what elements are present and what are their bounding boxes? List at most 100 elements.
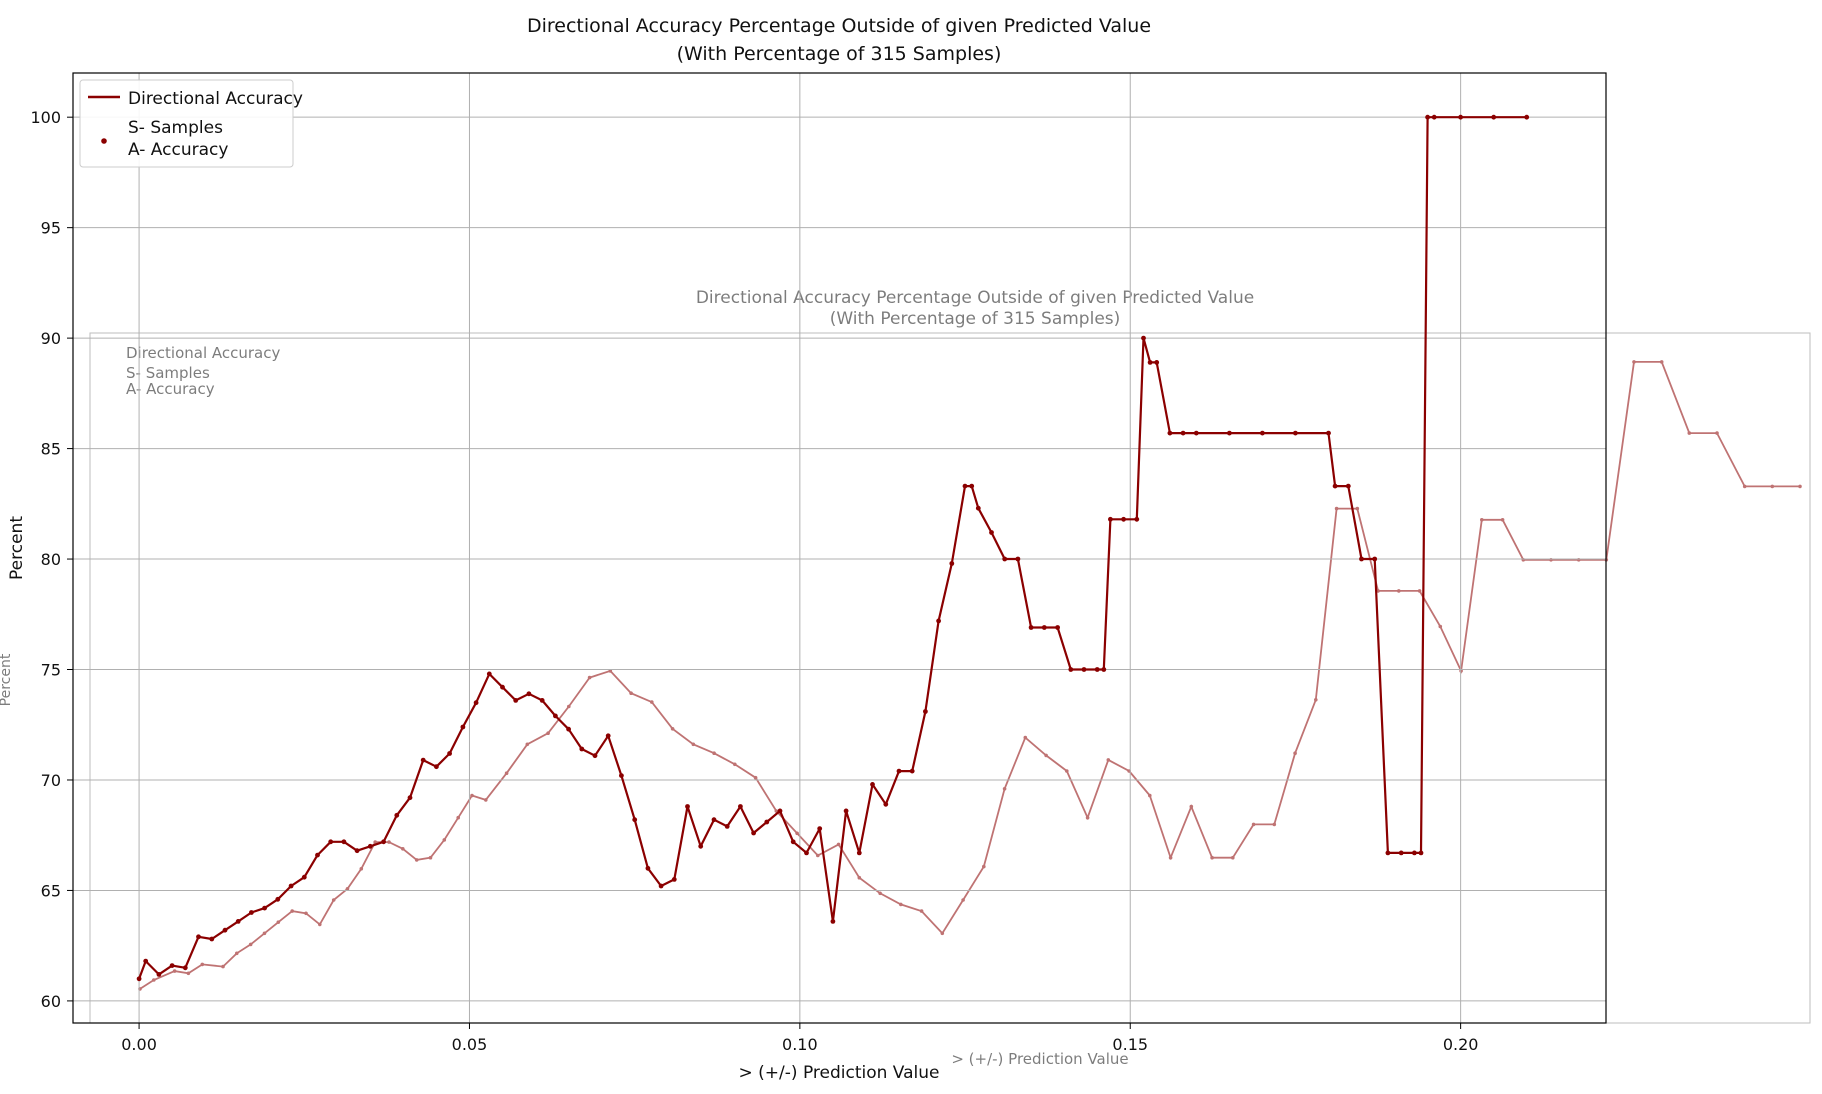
ghost-data-point [1500, 518, 1505, 522]
data-point [949, 561, 955, 566]
legend-label: Directional Accuracy [128, 89, 303, 109]
data-point [1372, 556, 1378, 562]
ghost-data-point [629, 691, 633, 695]
ghost-data-point [484, 798, 488, 802]
ghost-data-point [221, 964, 225, 969]
data-point [182, 965, 188, 971]
y-tick-label: 80 [41, 550, 61, 569]
data-point [354, 848, 360, 854]
ghost-data-point [899, 902, 903, 907]
data-point [671, 877, 677, 882]
ghost-data-point [1438, 624, 1443, 629]
y-tick-label: 85 [41, 440, 61, 459]
data-point [1431, 114, 1437, 120]
data-point [1015, 556, 1021, 562]
ghost-data-point [1715, 431, 1719, 435]
ghost-data-point [1293, 751, 1297, 755]
ghost-data-point [733, 762, 737, 767]
data-point [975, 505, 981, 511]
ghost-data-point [961, 898, 965, 902]
ghost-data-point [1742, 484, 1747, 489]
ghost-data-point [1417, 589, 1422, 593]
ghost-data-point [670, 727, 675, 731]
ghost-data-point [1334, 506, 1339, 511]
data-point [619, 773, 624, 778]
x-tick-label: 0.00 [121, 1035, 157, 1054]
series-line-directional-accuracy [138, 116, 1527, 980]
ghost-data-point [373, 840, 378, 844]
data-point [1028, 625, 1034, 630]
data-point [1101, 667, 1107, 672]
data-point [235, 919, 241, 924]
data-point [969, 483, 975, 489]
data-point [196, 934, 201, 940]
data-point [143, 958, 149, 964]
data-point [1108, 516, 1113, 522]
data-point [1227, 430, 1232, 436]
data-point [513, 698, 519, 703]
data-point [1055, 625, 1060, 630]
x-tick-label: 0.15 [1112, 1035, 1148, 1054]
data-point [262, 905, 267, 911]
y-axis-label: Percent [7, 516, 27, 580]
data-point [1345, 483, 1351, 489]
ghost-data-point [1251, 822, 1256, 827]
data-point [1121, 516, 1126, 522]
data-point [698, 843, 704, 849]
legend-label: S- Samples [128, 118, 223, 138]
ghost-subtitle: (With Percentage of 315 Samples) [830, 309, 1121, 329]
ghost-overlay: Directional Accuracy Percentage Outside … [0, 288, 1811, 1068]
data-point [486, 671, 492, 677]
ghost-data-point [691, 742, 696, 747]
data-point [738, 804, 743, 809]
ghost-data-point [1659, 360, 1664, 364]
y-tick-label: 65 [41, 881, 61, 900]
ghost-data-point [1148, 793, 1152, 798]
chart-subtitle: (With Percentage of 315 Samples) [677, 43, 1002, 65]
data-point [1134, 516, 1140, 522]
data-point [1094, 667, 1100, 672]
ghost-data-point [1085, 815, 1090, 820]
ghost-data-point [304, 911, 308, 916]
ghost-data-point [587, 675, 592, 680]
y-axis: 60 65 70 75 80 85 90 95 100 [30, 108, 73, 1011]
data-point [830, 919, 836, 924]
ghost-x-axis-label: > (+/-) Prediction Value [951, 1050, 1128, 1068]
ghost-data-point [1397, 589, 1401, 593]
ghost-data-point [1168, 855, 1173, 860]
data-point [169, 963, 175, 968]
data-point [579, 746, 585, 752]
ghost-data-point [816, 853, 820, 858]
ghost-data-point [318, 922, 322, 927]
x-axis: 0.00 0.05 0.10 0.15 0.20 [121, 1023, 1478, 1054]
data-point [407, 795, 413, 801]
ghost-title: Directional Accuracy Percentage Outside … [696, 288, 1254, 308]
ghost-legend-item: Directional Accuracy [126, 344, 280, 362]
ghost-data-point [504, 771, 509, 775]
ghost-data-point [262, 931, 267, 936]
data-point [1141, 335, 1146, 341]
ghost-data-point [456, 815, 461, 820]
x-tick-label: 0.10 [782, 1035, 818, 1054]
y-tick-label: 95 [41, 219, 61, 238]
ghost-data-point [414, 858, 419, 862]
data-point [804, 850, 809, 856]
ghost-data-point [152, 978, 156, 982]
data-point [724, 824, 730, 829]
ghost-data-point [525, 742, 530, 747]
data-point [447, 751, 452, 756]
legend-point-swatch [101, 138, 107, 144]
data-point [473, 700, 479, 706]
data-point [843, 808, 849, 814]
data-point [222, 927, 228, 933]
data-point [1041, 625, 1047, 630]
ghost-data-point [1210, 855, 1214, 860]
ghost-data-point [172, 969, 177, 973]
ghost-data-point [1355, 506, 1360, 511]
ghost-data-point [1002, 787, 1007, 791]
chart-title: Directional Accuracy Percentage Outside … [527, 15, 1151, 37]
data-point [962, 483, 968, 489]
data-point [632, 817, 638, 823]
ghost-data-point [982, 864, 986, 869]
